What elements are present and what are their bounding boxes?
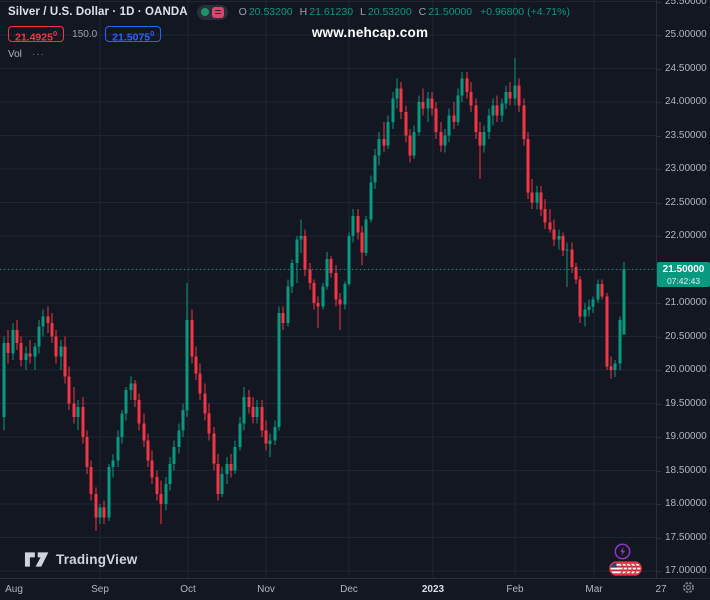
price-axis-tick (657, 370, 661, 371)
price-axis-label: 20.50000 (665, 330, 707, 342)
market-status-pill[interactable] (196, 4, 228, 20)
chart-canvas[interactable] (0, 0, 656, 578)
us-flag-circles-icon (606, 560, 642, 577)
price-axis-label: 24.50000 (665, 62, 707, 74)
lightning-button[interactable] (614, 543, 631, 560)
low-key: L (360, 6, 366, 18)
buy-price-button[interactable]: 21.50750 (105, 26, 162, 44)
price-axis-tick (657, 470, 661, 472)
bar-countdown: 07:42:43 (666, 275, 701, 286)
price-axis-label: 22.00000 (665, 230, 707, 241)
price-axis-label: 20.00000 (665, 364, 707, 375)
price-axis-label: 17.00000 (665, 565, 707, 576)
flag-stack-icon[interactable] (606, 560, 642, 577)
price-axis-tick (657, 236, 661, 237)
open-value: 20.53200 (248, 6, 293, 18)
high-key: H (299, 6, 308, 18)
symbol-title[interactable]: Silver / U.S. Dollar · 1D · OANDA (8, 6, 188, 18)
price-axis-tick (657, 403, 661, 405)
price-axis-tick (657, 68, 661, 70)
price-axis-tick (657, 437, 661, 438)
data-feed-icon (211, 6, 224, 18)
last-price-value: 21.50000 (662, 263, 705, 275)
price-axis-tick (657, 571, 661, 572)
price-axis-tick (657, 202, 661, 204)
price-axis-label: 19.50000 (665, 397, 707, 409)
time-axis-label: 27 (655, 584, 667, 595)
chart-legend: Silver / U.S. Dollar · 1D · OANDA O 20.53… (8, 4, 570, 60)
change-value: +0.96800 (+4.71%) (480, 6, 570, 18)
time-axis-label: 2023 (421, 584, 445, 595)
price-axis-label: 23.00000 (665, 163, 707, 174)
close-key: C (418, 6, 427, 18)
price-axis-tick (657, 537, 661, 539)
time-axis-label: Dec (340, 584, 358, 595)
spread-value: 150.0 (72, 28, 98, 40)
candlestick-series (2, 57, 626, 531)
ohlc-readout: O 20.53200 H 21.61230 L 20.53200 C 21.50000 … (239, 6, 570, 18)
price-axis-label: 24.00000 (665, 96, 707, 107)
time-axis-label: Nov (257, 584, 275, 595)
price-axis-tick (657, 135, 661, 137)
lightning-icon (614, 543, 631, 560)
time-axis[interactable]: Aug Sep Oct Nov Dec 2023 Feb Mar 27 (0, 578, 710, 600)
price-axis-tick (657, 303, 661, 304)
tradingview-logo-icon (24, 552, 49, 567)
time-axis-label: Aug (5, 584, 23, 595)
price-axis-label: 18.50000 (665, 464, 707, 476)
open-key: O (238, 6, 247, 18)
price-axis-label: 25.00000 (665, 29, 707, 40)
price-axis-tick (657, 504, 661, 505)
time-axis-label: Mar (585, 584, 603, 595)
price-axis-tick (657, 102, 661, 103)
watermark: www.nehcap.com (311, 25, 429, 40)
price-axis-tick (657, 1, 661, 3)
last-price-badge: 21.50000 07:42:43 (657, 262, 710, 287)
timezone-settings-gear-icon[interactable] (682, 581, 695, 594)
time-axis-label: Feb (506, 584, 524, 595)
price-axis[interactable]: 25.50000 25.00000 24.50000 24.00000 23.50000… (656, 0, 710, 578)
time-axis-label: Sep (91, 584, 109, 595)
price-axis-tick (657, 169, 661, 170)
sell-price-button[interactable]: 21.49250 (8, 26, 65, 44)
market-open-dot-icon (200, 8, 209, 16)
volume-indicator-label[interactable]: Vol (8, 49, 22, 60)
high-value: 21.61230 (309, 6, 354, 18)
price-axis-label: 17.50000 (665, 531, 707, 543)
close-value: 21.50000 (428, 6, 473, 18)
tradingview-logo[interactable]: TradingView (24, 551, 137, 568)
price-axis-label: 19.00000 (665, 431, 707, 442)
price-axis-label: 18.00000 (665, 498, 707, 509)
indicator-menu-dots-icon[interactable]: ··· (31, 48, 45, 60)
price-axis-label: 25.50000 (665, 0, 707, 7)
price-axis-label: 22.50000 (665, 196, 707, 208)
price-axis-label: 21.00000 (665, 297, 707, 308)
price-axis-label: 23.50000 (665, 129, 707, 141)
tradingview-brand-text: TradingView (56, 552, 138, 567)
low-value: 20.53200 (367, 6, 412, 18)
price-axis-tick (657, 336, 661, 338)
price-axis-tick (657, 35, 661, 36)
time-axis-label: Oct (180, 584, 196, 595)
